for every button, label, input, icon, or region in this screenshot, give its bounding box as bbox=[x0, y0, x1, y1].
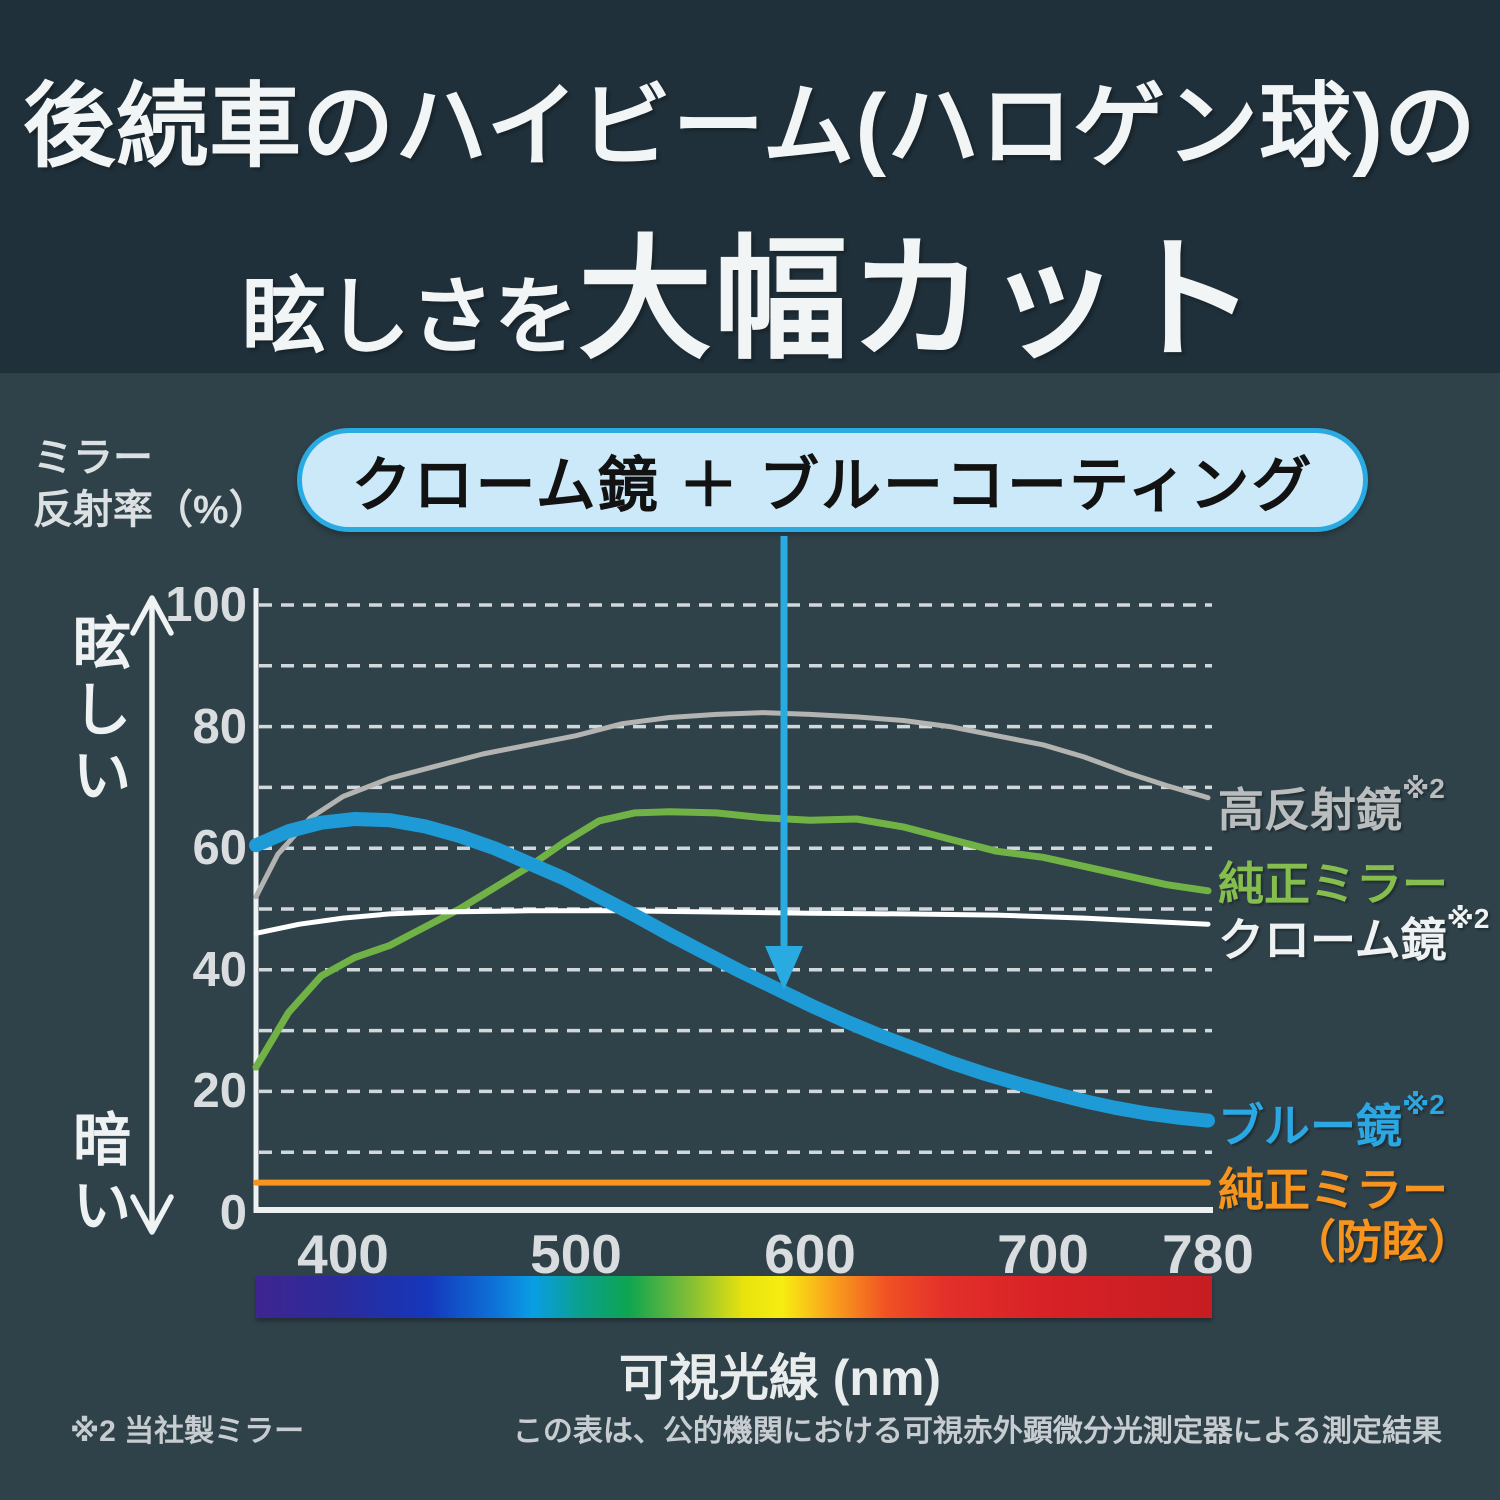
footnote-left: ※2 当社製ミラー bbox=[70, 1415, 305, 1448]
y-tick-label: 60 bbox=[192, 821, 247, 876]
y-tick-label: 20 bbox=[192, 1064, 247, 1119]
legend-genuine-mirror-antiglare-line2: （防眩） bbox=[1290, 1216, 1474, 1268]
curve-高反射鏡※2 bbox=[253, 710, 1211, 900]
x-tick-label: 700 bbox=[997, 1223, 1089, 1285]
y-tick-label: 0 bbox=[219, 1186, 247, 1240]
legend-blue-mirror: ブルー鏡※2 bbox=[1218, 1089, 1445, 1152]
y-tick-label: 80 bbox=[192, 699, 247, 754]
header-banner: 後続車のハイビーム(ハロゲン球)の 眩しさを大幅カット bbox=[0, 0, 1500, 375]
legend-genuine-mirror-antiglare: 純正ミラー bbox=[1218, 1164, 1448, 1216]
legend-chrome-mirror: クローム鏡※2 bbox=[1218, 903, 1490, 966]
dark-axis-label: 暗 い bbox=[72, 1108, 131, 1239]
glare-dark-scale-arrow bbox=[130, 595, 174, 1235]
callout-pill: クローム鏡 ＋ ブルーコーティング bbox=[297, 428, 1368, 532]
curve-純正ミラー bbox=[252, 808, 1212, 1071]
x-axis-title: 可視光線 (nm) bbox=[618, 1350, 942, 1406]
curve-クローム鏡※2 bbox=[253, 908, 1211, 936]
page-title-line2-small: 眩しさを bbox=[241, 270, 578, 364]
callout-pill-text: クローム鏡 ＋ ブルーコーティング bbox=[351, 451, 1314, 519]
page-title-line1: 後続車のハイビーム(ハロゲン球)の bbox=[23, 76, 1477, 178]
y-tick-label: 40 bbox=[192, 942, 247, 997]
x-tick-label: 400 bbox=[297, 1223, 389, 1285]
page-title-line2-large: 大幅カット bbox=[578, 226, 1259, 375]
footnote-right: この表は、公的機関における可視赤外顕微分光測定器による測定結果 bbox=[512, 1415, 1442, 1448]
y-axis-unit-label: ミラー 反射率（%） bbox=[33, 436, 269, 532]
legend-genuine-mirror: 純正ミラー bbox=[1218, 858, 1448, 910]
x-tick-label: 500 bbox=[530, 1223, 622, 1285]
page-title-line2: 眩しさを大幅カット bbox=[0, 191, 1500, 385]
x-tick-label: 780 bbox=[1162, 1223, 1254, 1285]
legend-high-reflection-mirror: 高反射鏡※2 bbox=[1218, 773, 1445, 836]
x-tick-label: 600 bbox=[764, 1223, 856, 1285]
callout-arrow bbox=[765, 536, 803, 990]
y-tick-label: 100 bbox=[165, 578, 247, 632]
glare-axis-label: 眩 し い bbox=[72, 612, 131, 809]
visible-light-spectrum-bar bbox=[256, 1276, 1212, 1318]
curve-ブルー鏡※2 bbox=[249, 812, 1215, 1128]
